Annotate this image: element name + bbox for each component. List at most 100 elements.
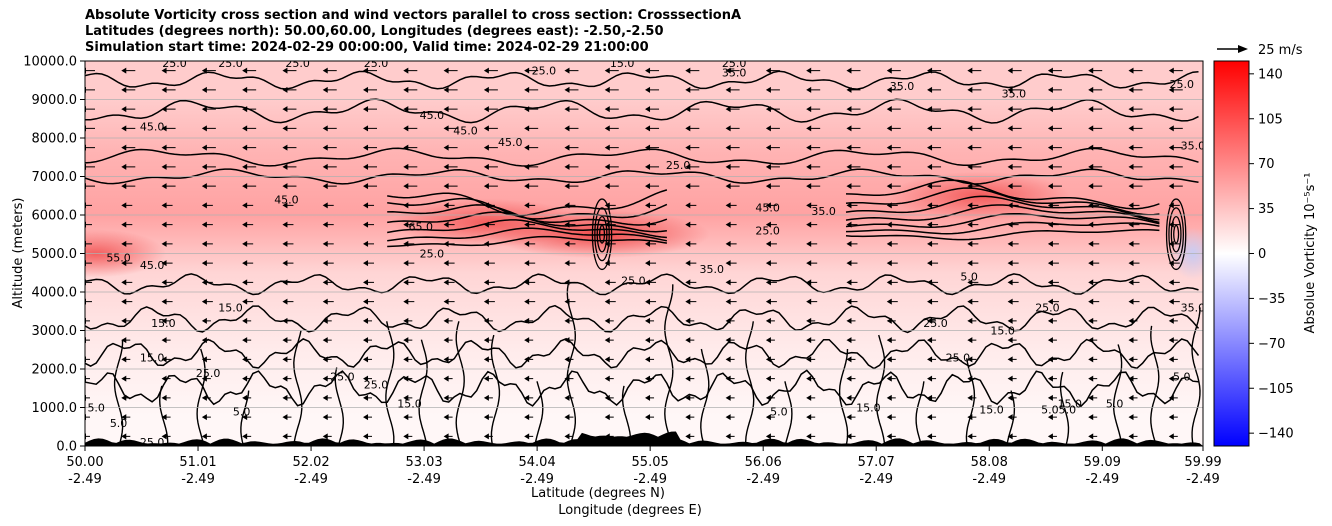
wind-vector-head xyxy=(1007,202,1013,209)
wind-vector-head xyxy=(927,260,933,267)
wind-vector-head xyxy=(806,163,812,170)
wind-vector-head xyxy=(242,414,248,421)
wind-vector-head xyxy=(282,298,288,305)
contour-line xyxy=(1113,344,1123,446)
wind-vector-head xyxy=(685,356,691,363)
chart-title: Absolute Vorticity cross section and win… xyxy=(85,8,741,56)
wind-vector-head xyxy=(927,67,933,74)
wind-vector-head xyxy=(322,144,328,151)
wind-vector-head xyxy=(161,67,167,74)
wind-vector-head xyxy=(443,163,449,170)
wind-vector-head xyxy=(604,163,610,170)
wind-vector-head xyxy=(282,356,288,363)
wind-vector-head xyxy=(443,414,449,421)
wind-vector-head xyxy=(483,67,489,74)
wind-vector-head xyxy=(1088,260,1094,267)
wind-vector-head xyxy=(483,375,489,382)
wind-vector-head xyxy=(282,202,288,209)
wind-vector-head xyxy=(927,337,933,344)
wind-vector-head xyxy=(1168,183,1174,190)
wind-vector-head xyxy=(161,414,167,421)
contour-label: 25.0 xyxy=(1035,301,1060,314)
contour-line xyxy=(784,381,793,446)
wind-vector-head xyxy=(1168,144,1174,151)
wind-vector-head xyxy=(846,337,852,344)
contour-label: 25.0 xyxy=(666,159,691,172)
wind-vector-head xyxy=(967,356,973,363)
wind-vector-head xyxy=(806,394,812,401)
wind-vector-head xyxy=(524,183,530,190)
wind-vector-head xyxy=(685,86,691,93)
wind-vector-head xyxy=(685,221,691,228)
wind-vector-head xyxy=(564,221,570,228)
x-tick-label-lon: -2.49 xyxy=(68,472,102,487)
wind-vector-head xyxy=(765,67,771,74)
wind-vector-head xyxy=(1128,240,1134,247)
wind-vector-head xyxy=(806,221,812,228)
wind-vector-head xyxy=(443,202,449,209)
wind-vector-head xyxy=(1088,298,1094,305)
wind-vector-head xyxy=(1088,202,1094,209)
wind-vector-head xyxy=(927,144,933,151)
wind-vector-head xyxy=(121,125,127,132)
wind-vector-head xyxy=(886,86,892,93)
wind-vector-head xyxy=(886,298,892,305)
wind-vector-head xyxy=(685,298,691,305)
wind-vector-head xyxy=(282,279,288,286)
wind-vector-head xyxy=(403,279,409,286)
wind-vector-head xyxy=(403,183,409,190)
wind-vector-head xyxy=(846,183,852,190)
wind-vector-head xyxy=(161,163,167,170)
wind-vector-head xyxy=(846,375,852,382)
title-line-3: Simulation start time: 2024-02-29 00:00:… xyxy=(85,40,649,55)
wind-vector-head xyxy=(1088,144,1094,151)
wind-vector-head xyxy=(322,183,328,190)
wind-vector-head xyxy=(121,163,127,170)
wind-vector-head xyxy=(201,106,207,113)
wind-vector-head xyxy=(685,394,691,401)
wind-vector-head xyxy=(886,240,892,247)
contour-line xyxy=(85,273,1199,296)
wind-vector-head xyxy=(242,375,248,382)
wind-vector-head xyxy=(524,202,530,209)
wind-vector-head xyxy=(242,183,248,190)
wind-vector-head xyxy=(403,337,409,344)
wind-vector-head xyxy=(1047,356,1053,363)
wind-vector-head xyxy=(806,317,812,324)
wind-vector-head xyxy=(725,240,731,247)
x-tick-label-lat: 59.99 xyxy=(1184,455,1221,470)
y-tick-label: 4000.0 xyxy=(32,286,78,301)
wind-vector-head xyxy=(927,202,933,209)
wind-vector-head xyxy=(443,260,449,267)
wind-vector-head xyxy=(685,144,691,151)
contour-line xyxy=(566,284,577,446)
wind-vector-head xyxy=(161,375,167,382)
wind-vector-head xyxy=(725,414,731,421)
wind-vector-head xyxy=(403,298,409,305)
wind-vector-head xyxy=(403,144,409,151)
contour-line xyxy=(113,339,124,446)
wind-vector-head xyxy=(886,202,892,209)
contour-line xyxy=(1165,198,1187,271)
wind-vector-head xyxy=(886,183,892,190)
contour-line xyxy=(594,207,610,262)
wind-vector-head xyxy=(322,298,328,305)
y-axis: 0.0 1000.0 2000.0 3000.0 4000.0 5000.0 6000.0 7… xyxy=(23,55,85,455)
wind-vector-head xyxy=(443,433,449,440)
wind-vector-head xyxy=(403,86,409,93)
wind-vector-head xyxy=(242,298,248,305)
wind-vector-head xyxy=(846,356,852,363)
wind-vector-head xyxy=(604,240,610,247)
contour-line xyxy=(387,227,668,242)
wind-vector-head xyxy=(1128,394,1134,401)
contour-label: 35.0 xyxy=(699,263,724,276)
wind-vector-head xyxy=(1168,433,1174,440)
wind-vector-head xyxy=(1128,67,1134,74)
wind-vector-head xyxy=(645,106,651,113)
wind-vector-head xyxy=(806,414,812,421)
wind-vector-head xyxy=(765,260,771,267)
wind-vector-head xyxy=(443,106,449,113)
wind-vector-head xyxy=(967,375,973,382)
wind-vector-head xyxy=(242,86,248,93)
contour-line xyxy=(591,198,613,271)
